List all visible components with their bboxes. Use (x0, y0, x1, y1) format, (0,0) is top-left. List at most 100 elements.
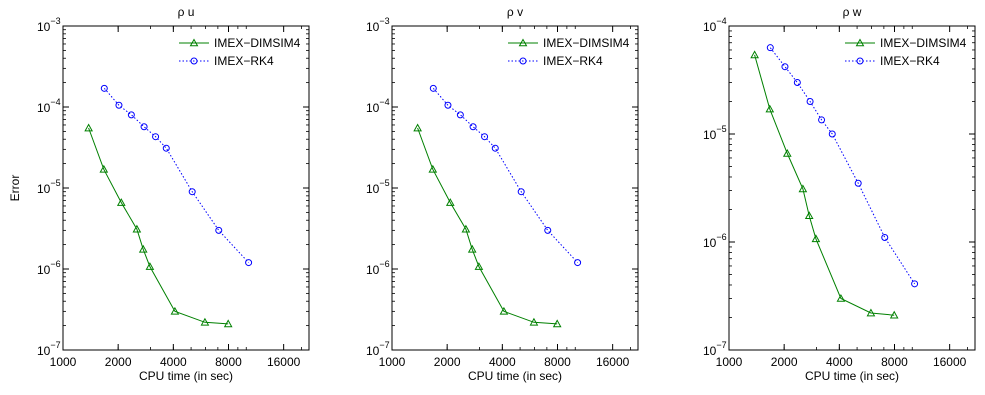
legend-label: IMEX−RK4 (214, 54, 274, 68)
y-tick-label: 10−4 (37, 97, 61, 115)
data-point-circle (152, 133, 160, 141)
x-tick-label: 2000 (434, 355, 461, 369)
x-axis-label: CPU time (in sec) (805, 369, 899, 383)
series-line-1 (88, 127, 229, 325)
data-point-circle (429, 84, 437, 92)
data-point-circle (491, 144, 499, 152)
series-line-2 (432, 87, 578, 263)
x-tick-label: 2000 (105, 355, 132, 369)
data-point-circle (481, 133, 489, 141)
y-axis-label: Error (8, 175, 22, 202)
x-tick-label: 16000 (933, 355, 967, 369)
data-point-triangle (889, 310, 899, 319)
data-point-circle (544, 226, 552, 234)
data-point-triangle (782, 148, 792, 157)
chart-title: ρ u (178, 5, 195, 19)
legend-label: IMEX−RK4 (543, 54, 603, 68)
data-point-circle (456, 111, 464, 119)
data-point-triangle (798, 184, 808, 193)
data-point-triangle (866, 308, 876, 317)
y-tick-label: 10−3 (37, 16, 61, 34)
data-point-triangle (145, 262, 155, 270)
y-tick-label: 10−5 (703, 124, 727, 142)
legend-label: IMEX−DIMSIM4 (543, 36, 630, 50)
data-point-circle (793, 78, 801, 86)
chart-title: ρ w (843, 5, 862, 19)
legend-label: IMEX−DIMSIM4 (214, 36, 301, 50)
data-point-triangle (428, 164, 438, 173)
data-point-triangle (474, 262, 484, 270)
series-line-1 (417, 127, 558, 325)
y-tick-label: 10−6 (366, 259, 390, 277)
x-tick-label: 8000 (215, 355, 242, 369)
data-point-triangle (132, 224, 142, 233)
data-point-triangle (413, 123, 422, 132)
x-tick-label: 8000 (881, 355, 908, 369)
x-tick-label: 1000 (716, 355, 743, 369)
x-tick-label: 1000 (379, 355, 406, 369)
x-axis-label: CPU time (in sec) (139, 369, 233, 383)
data-point-triangle (552, 319, 562, 328)
data-point-triangle (445, 198, 455, 206)
legend-marker-circle (190, 57, 198, 65)
legend-label: IMEX−RK4 (880, 54, 940, 68)
data-point-circle (140, 123, 148, 131)
legend-marker-triangle (518, 38, 528, 47)
data-point-triangle (200, 317, 210, 326)
y-tick-label: 10−4 (703, 16, 727, 34)
x-tick-label: 16000 (596, 355, 630, 369)
data-point-circle (245, 259, 253, 267)
data-point-triangle (467, 244, 477, 253)
data-point-circle (911, 280, 919, 288)
data-point-circle (818, 116, 826, 124)
x-tick-label: 1000 (50, 355, 77, 369)
series-line-2 (103, 87, 249, 263)
data-point-triangle (499, 306, 509, 315)
axes-frame (62, 25, 310, 351)
y-tick-label: 10−4 (366, 97, 390, 115)
data-point-circle (766, 44, 774, 52)
data-point-circle (162, 144, 170, 152)
data-point-circle (854, 179, 862, 187)
data-point-triangle (99, 164, 109, 173)
chart-title: ρ v (507, 5, 523, 19)
x-tick-label: 4000 (160, 355, 187, 369)
data-point-triangle (116, 198, 126, 206)
data-point-triangle (84, 123, 93, 132)
data-point-triangle (529, 317, 539, 326)
axes-frame (728, 25, 976, 351)
data-point-triangle (765, 104, 775, 113)
data-point-triangle (138, 244, 148, 253)
data-point-circle (444, 101, 452, 109)
legend-label: IMEX−DIMSIM4 (880, 36, 967, 50)
legend-marker-triangle (855, 38, 865, 47)
data-point-circle (188, 188, 196, 196)
x-tick-label: 4000 (489, 355, 516, 369)
data-point-circle (127, 111, 135, 119)
x-tick-label: 4000 (826, 355, 853, 369)
legend-marker-circle (856, 57, 864, 65)
axes-frame (391, 25, 639, 351)
data-point-triangle (170, 306, 180, 315)
data-point-circle (881, 234, 889, 242)
data-point-circle (828, 130, 836, 138)
data-point-triangle (811, 234, 821, 243)
data-point-triangle (804, 211, 814, 220)
series-line-1 (754, 54, 895, 316)
legend-marker-triangle (189, 38, 199, 47)
data-point-circle (100, 84, 108, 92)
series-line-2 (769, 47, 916, 285)
y-tick-label: 10−3 (366, 16, 390, 34)
data-point-circle (469, 123, 477, 131)
data-point-triangle (836, 293, 846, 302)
legend-marker-circle (519, 57, 527, 65)
data-point-circle (806, 97, 814, 105)
y-tick-label: 10−5 (366, 178, 390, 196)
y-tick-label: 10−6 (703, 232, 727, 250)
y-tick-label: 10−5 (37, 178, 61, 196)
